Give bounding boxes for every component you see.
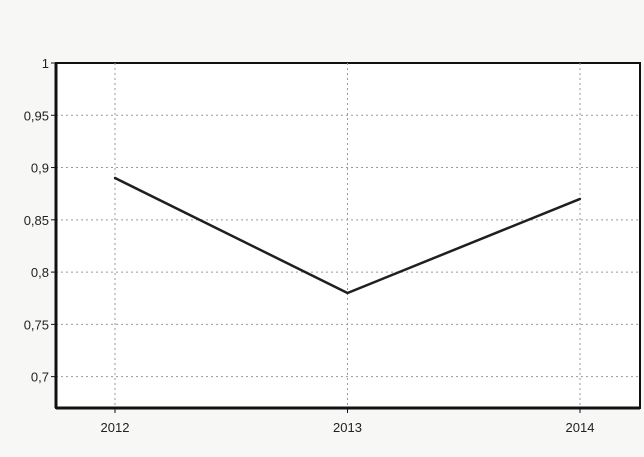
tick-labels: 1 0,95 0,9 0,85 0,8 0,75 0,7 2012 2013 2014 [24, 56, 595, 435]
data-point [578, 197, 582, 201]
y-tick-label: 0,9 [31, 161, 49, 176]
y-tick-label: 0,8 [31, 265, 49, 280]
data-point [113, 176, 117, 180]
y-tick-label: 0,95 [24, 108, 49, 123]
axes [51, 62, 640, 413]
x-tick-label: 2013 [333, 420, 362, 435]
plot-area [55, 62, 641, 409]
x-tick-label: 2014 [566, 420, 595, 435]
y-tick-label: 0,7 [31, 370, 49, 385]
y-tick-label: 0,85 [24, 213, 49, 228]
x-tick-label: 2012 [101, 420, 130, 435]
series [113, 176, 582, 295]
y-tick-label: 1 [42, 56, 49, 71]
y-tick-label: 0,75 [24, 317, 49, 332]
grid-lines [56, 63, 640, 408]
data-point [346, 291, 349, 295]
